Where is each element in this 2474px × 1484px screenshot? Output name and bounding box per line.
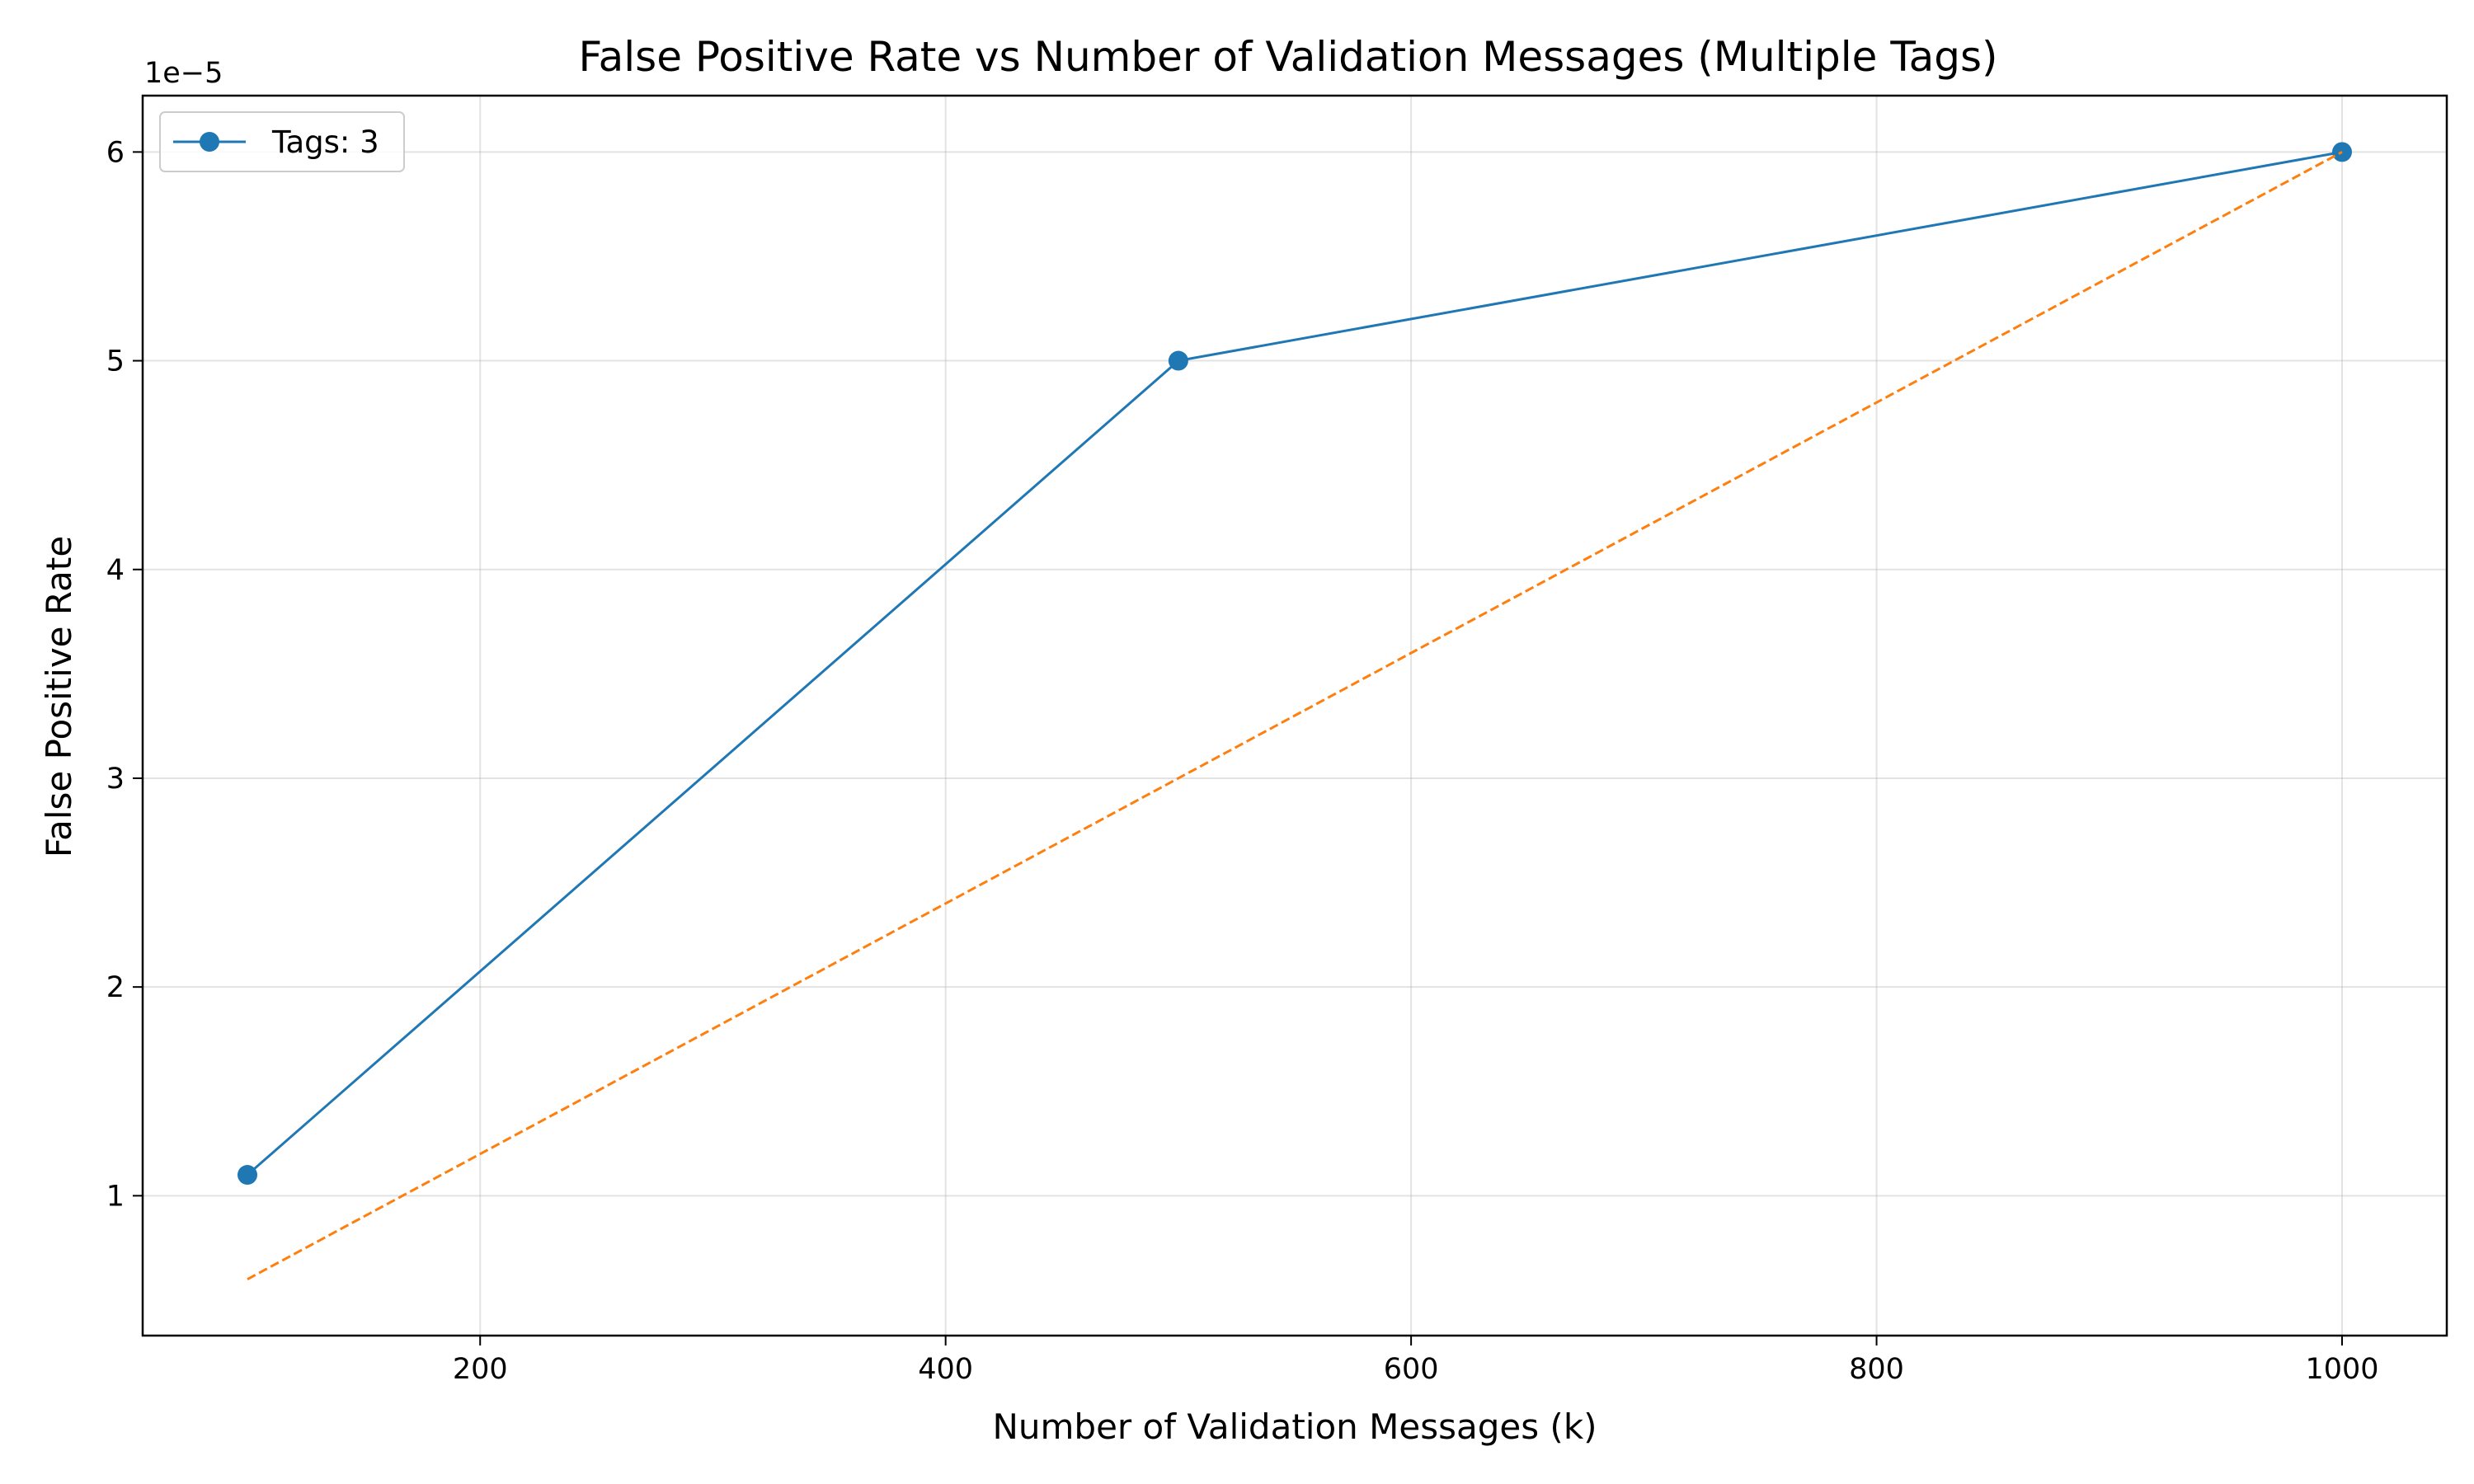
y-axis-label: False Positive Rate: [39, 536, 79, 857]
x-tick-label: 1000: [2305, 1353, 2378, 1386]
legend-label-tags-3: Tags: 3: [271, 124, 379, 160]
x-axis-label: Number of Validation Messages (k): [992, 1407, 1597, 1447]
chart-title: False Positive Rate vs Number of Validat…: [578, 33, 1997, 81]
x-tick-label: 200: [453, 1353, 508, 1386]
y-tick-label: 2: [106, 971, 125, 1004]
data-point: [238, 1165, 257, 1186]
data-point: [1168, 350, 1188, 371]
legend: Tags: 3: [159, 111, 405, 172]
y-axis-offset-label: 1e−5: [144, 57, 223, 90]
y-tick-label: 1: [106, 1180, 125, 1213]
grid-lines: [143, 96, 2447, 1336]
x-tick-label: 400: [918, 1353, 973, 1386]
y-tick-label: 3: [106, 763, 125, 796]
x-tick-label: 800: [1849, 1353, 1904, 1386]
x-axis-ticks: 200 400 600 800 1000: [453, 1336, 2379, 1386]
legend-box: [159, 111, 405, 172]
x-tick-label: 600: [1384, 1353, 1439, 1386]
y-tick-label: 6: [106, 136, 125, 169]
data-point: [2332, 142, 2352, 162]
legend-marker-sample: [200, 132, 219, 152]
y-axis-ticks: 1 2 3 4 5 6: [106, 136, 143, 1213]
y-tick-label: 4: [106, 554, 125, 587]
y-tick-label: 5: [106, 345, 125, 378]
plot-frame: [141, 94, 2448, 1337]
reference-dashed-line: [247, 151, 2343, 1280]
series-layer: [238, 142, 2352, 1280]
